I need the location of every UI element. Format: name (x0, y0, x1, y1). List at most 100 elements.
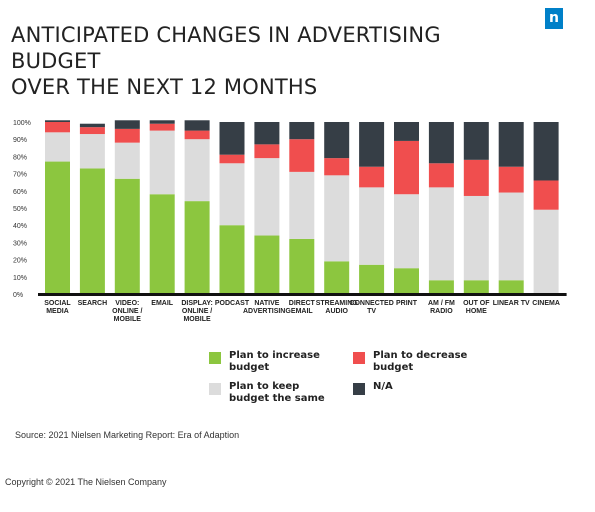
bar-segment-na (149, 120, 175, 124)
bar-segment-na (498, 122, 524, 167)
x-tick-label: CINEMA (532, 300, 560, 307)
bar-segment-decrease (394, 140, 419, 195)
legend-label-decrease: Plan to decrease budget (373, 350, 468, 373)
bar-segment-decrease (324, 158, 350, 176)
bar-segment-increase (324, 261, 350, 294)
bar-segment-increase (428, 280, 454, 294)
bar-segment-same (533, 209, 559, 294)
bar-segment-same (219, 163, 245, 226)
bar-segment-na (463, 122, 489, 160)
bar-segment-na (428, 122, 454, 164)
bar-segment-increase (463, 280, 489, 294)
x-tick-label: PRINT (396, 300, 418, 307)
bar-segment-na (79, 123, 105, 128)
copyright-note: Copyright © 2021 The Nielsen Company (5, 477, 167, 487)
bar-segment-increase (219, 225, 245, 294)
bar-segment-na (533, 122, 559, 181)
bar-segment-same (254, 158, 280, 236)
bar-segment-decrease (463, 159, 489, 196)
chart-title: ANTICIPATED CHANGES IN ADVERTISING BUDGE… (11, 23, 441, 99)
bar-segment-decrease (359, 166, 385, 188)
bar-segment-same (289, 171, 315, 239)
bar-segment-increase (114, 178, 140, 294)
y-tick-label: 80% (13, 154, 27, 161)
bar-segment-increase (394, 268, 419, 294)
bar-segment-same (45, 132, 70, 162)
legend-swatch-na (353, 383, 365, 395)
legend-item-increase: Plan to increase budget (209, 350, 320, 374)
x-tick-label: EMAIL (151, 300, 174, 307)
bar-segment-decrease (498, 166, 524, 193)
bar-segment-na (289, 122, 315, 140)
bar-segment-increase (289, 238, 315, 294)
bar-segment-na (324, 122, 350, 159)
bar-segment-increase (79, 168, 105, 294)
bar-segment-same (324, 175, 350, 262)
bar-segment-na (359, 122, 385, 167)
y-tick-label: 60% (13, 189, 27, 196)
x-tick-label: DIRECT EMAIL (289, 300, 316, 315)
nielsen-logo-letter: n (549, 10, 559, 26)
x-tick-label: PODCAST (215, 300, 250, 307)
bar-segment-decrease (254, 144, 280, 159)
x-tick-label: LINEAR TV (493, 300, 530, 307)
stacked-bar-chart: 0% 10% 20% 30% 40% 50% 60% 70% 80% 90% 100% SOCIAL M… (13, 120, 567, 323)
bar-segment-decrease (533, 180, 559, 210)
x-tick-label: VIDEO: ONLINE / MOBILE (112, 300, 142, 323)
bar-segment-same (394, 194, 419, 269)
legend-swatch-same (209, 383, 221, 395)
x-tick-label: AM / FM RADIO (428, 300, 455, 315)
y-tick-label: 50% (13, 206, 27, 213)
x-tick-label: OUT OF HOME (463, 300, 490, 315)
bar-segment-decrease (289, 139, 315, 172)
legend-swatch-increase (209, 352, 221, 364)
legend-label-na: N/A (373, 381, 393, 392)
nielsen-logo: n (545, 8, 563, 29)
legend-swatch-decrease (353, 352, 365, 364)
bar-segment-decrease (45, 122, 70, 133)
bar-segment-increase (45, 161, 70, 294)
legend-item-same: Plan to keep budget the same (209, 381, 325, 405)
bar-segment-increase (498, 280, 524, 294)
x-tick-label: CONNECTED TV (349, 300, 393, 315)
bar-segment-same (428, 187, 454, 281)
y-tick-label: 0% (13, 292, 23, 299)
bar-segment-decrease (184, 130, 210, 140)
bar-segment-same (79, 134, 105, 169)
x-tick-label: DISPLAY: ONLINE / MOBILE (181, 300, 213, 323)
bar-segment-decrease (114, 128, 140, 143)
x-tick-label: STREAMING AUDIO (316, 300, 359, 315)
bar-segment-decrease (428, 163, 454, 188)
y-tick-label: 30% (13, 240, 27, 247)
y-tick-label: 10% (13, 275, 27, 282)
legend-label-increase: Plan to increase budget (229, 350, 320, 373)
bar-segment-same (498, 192, 524, 281)
source-note: Source: 2021 Nielsen Marketing Report: E… (15, 430, 240, 440)
bar-segment-na (394, 122, 419, 141)
bar-segment-same (149, 130, 175, 195)
bar-segment-increase (184, 201, 210, 294)
bar-segment-same (463, 195, 489, 281)
y-tick-label: 40% (13, 223, 27, 230)
bar-segment-same (184, 139, 210, 202)
bar-segment-decrease (149, 123, 175, 131)
x-tick-label: SEARCH (78, 300, 108, 307)
bar-segment-na (254, 122, 280, 145)
bar-segment-increase (359, 264, 385, 294)
y-tick-label: 100% (13, 120, 31, 127)
y-tick-label: 70% (13, 172, 27, 179)
x-tick-label: SOCIAL MEDIA (44, 300, 71, 315)
legend-label-same: Plan to keep budget the same (229, 381, 325, 404)
bar-segment-na (45, 120, 70, 122)
bar-segment-na (219, 122, 245, 155)
bar-segment-na (114, 120, 140, 129)
y-tick-label: 90% (13, 137, 27, 144)
bar-segment-same (114, 142, 140, 179)
legend-item-na: N/A (353, 381, 393, 395)
bar-segment-same (359, 187, 385, 265)
y-tick-label: 20% (13, 258, 27, 265)
legend-item-decrease: Plan to decrease budget (353, 350, 467, 374)
bar-segment-increase (149, 194, 175, 294)
bar-segment-decrease (219, 154, 245, 164)
bar-segment-increase (254, 235, 280, 294)
